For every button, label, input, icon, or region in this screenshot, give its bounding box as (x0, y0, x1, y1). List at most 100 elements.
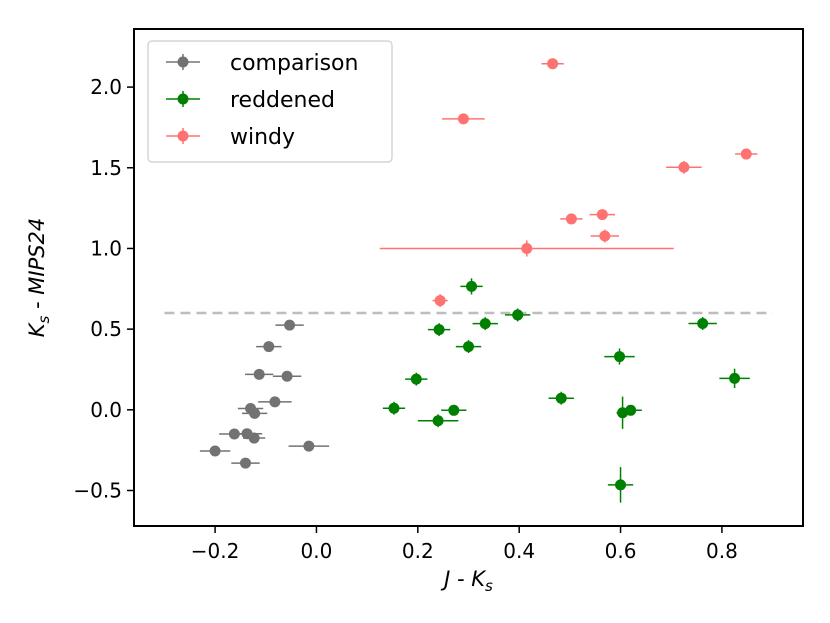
data-marker (740, 148, 752, 160)
data-marker (281, 370, 293, 382)
axes-frame (133, 28, 804, 527)
reddened-point (688, 317, 717, 330)
windy-point (666, 160, 702, 174)
data-marker (263, 341, 275, 353)
reddened-point (719, 368, 750, 389)
legend-box (147, 40, 393, 163)
reddened-point (382, 401, 406, 415)
data-marker (240, 457, 251, 469)
legend-marker (177, 130, 189, 142)
reddened-point (607, 467, 634, 503)
y-tick-label: 0.0 (90, 398, 122, 422)
comparison-point (244, 368, 274, 380)
reddened-point (460, 278, 483, 295)
data-marker (248, 432, 260, 444)
reddened-point (548, 391, 574, 405)
legend-marker (177, 93, 189, 105)
data-marker (433, 324, 445, 336)
data-marker (599, 230, 611, 242)
comparison-point (288, 440, 330, 452)
data-marker (625, 404, 637, 416)
reddened-point (417, 414, 459, 428)
x-tick-label: −0.2 (191, 539, 240, 563)
comparison-point (256, 341, 282, 353)
comparison-point (272, 370, 302, 382)
x-tick-label: 0.6 (605, 539, 637, 563)
data-marker (463, 341, 474, 353)
data-marker (615, 479, 627, 491)
comparison-point (275, 319, 304, 331)
series-comparison (199, 319, 330, 469)
windy-point (560, 213, 583, 225)
x-tick-label: 0.0 (301, 539, 333, 563)
y-tick-label: 1.0 (90, 236, 122, 260)
windy-point (432, 294, 448, 308)
windy-point (590, 229, 620, 243)
data-marker (521, 242, 533, 254)
data-marker (555, 392, 567, 404)
reddened-point (441, 404, 467, 416)
data-marker (434, 295, 446, 307)
data-marker (303, 440, 315, 452)
legend-entry-windy (166, 128, 200, 144)
data-marker (479, 318, 491, 330)
data-marker (253, 368, 265, 380)
legend-entry-comparison (166, 54, 200, 70)
y-tick-label: 1.5 (90, 156, 122, 180)
x-tick-label: 0.4 (503, 539, 535, 563)
data-marker (466, 280, 478, 292)
reddened-point (604, 348, 635, 365)
series-layer (199, 58, 758, 503)
legend-marker (177, 56, 189, 68)
data-marker (410, 373, 422, 385)
data-marker (614, 351, 626, 363)
comparison-point (199, 445, 231, 457)
series-reddened (382, 278, 750, 503)
x-tick-label: 0.2 (402, 539, 434, 563)
y-axis-label: Ks​ - MIPS24 (25, 218, 53, 338)
data-marker (249, 407, 261, 419)
reddened-point (455, 340, 482, 354)
data-marker (678, 161, 690, 173)
reddened-point (427, 323, 451, 337)
data-marker (284, 319, 296, 331)
y-tick-label: −0.5 (73, 479, 122, 503)
legend: comparison reddened windy (147, 40, 393, 163)
comparison-point (242, 432, 266, 444)
data-marker (269, 396, 281, 408)
windy-point (735, 148, 758, 160)
reddened-point (472, 317, 498, 331)
x-axis-label: J - Ks​ (440, 567, 493, 595)
reddened-point (405, 372, 428, 386)
legend-entries: comparison reddened windy (166, 51, 358, 150)
windy-point (379, 240, 674, 257)
data-marker (457, 113, 469, 125)
windy-point (589, 209, 615, 221)
data-marker (729, 372, 741, 384)
x-axis-ticks: −0.2 0.0 0.2 0.4 0.6 0.8 (191, 526, 738, 563)
data-marker (565, 213, 577, 225)
plot-area (164, 58, 773, 503)
reddened-point (619, 404, 642, 416)
reddened-point (504, 308, 531, 322)
windy-point (442, 113, 485, 125)
comparison-point (241, 407, 268, 419)
series-windy (379, 58, 758, 308)
data-marker (697, 317, 709, 329)
x-tick-label: 0.8 (706, 539, 738, 563)
y-axis-ticks: −0.5 0.0 0.5 1.0 1.5 2.0 (73, 75, 134, 503)
data-marker (596, 209, 608, 221)
legend-label-comparison: comparison (230, 51, 358, 76)
legend-label-windy: windy (230, 125, 295, 150)
data-marker (448, 404, 460, 416)
windy-point (541, 58, 564, 70)
data-marker (512, 309, 524, 321)
y-tick-label: 0.5 (90, 317, 122, 341)
legend-entry-reddened (166, 91, 200, 107)
data-marker (209, 445, 221, 457)
data-marker (547, 58, 559, 70)
legend-label-reddened: reddened (230, 88, 335, 113)
y-tick-label: 2.0 (90, 75, 122, 99)
comparison-point (231, 457, 260, 469)
